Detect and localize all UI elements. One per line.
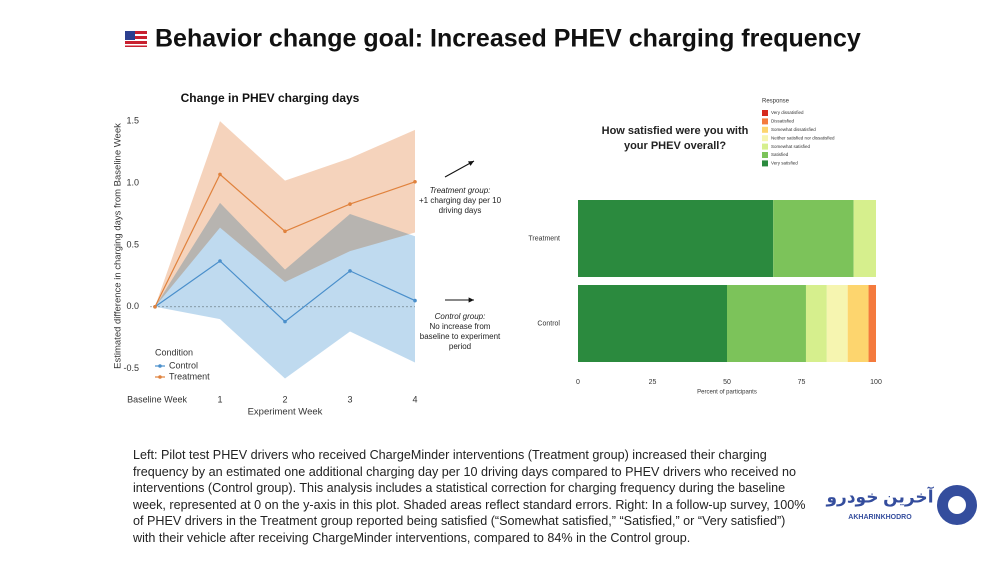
legend-label: Somewhat satisfied	[771, 144, 811, 149]
point	[153, 304, 157, 309]
legend-label: Neither satisfied nor dissatisfied	[771, 135, 835, 140]
x-tick-label: 1	[217, 394, 222, 404]
y-tick-label: 0.0	[126, 301, 139, 311]
legend-swatch	[762, 152, 768, 158]
point	[283, 319, 287, 324]
slide-title: Behavior change goal: Increased PHEV cha…	[155, 25, 861, 53]
watermark-logo	[948, 496, 966, 514]
legend-swatch	[762, 126, 768, 133]
note-heading: Control group:	[434, 312, 486, 321]
x-tick-label: 3	[347, 394, 352, 404]
legend-swatch	[762, 118, 768, 125]
y-tick-label: -0.5	[123, 363, 139, 373]
flag-icon	[125, 31, 147, 47]
error-band	[155, 121, 415, 307]
treatment-note: Treatment group: +1 charging day per 10 d…	[415, 186, 505, 216]
x-tick-label: 25	[649, 379, 657, 386]
y-tick-label: 0.5	[126, 239, 139, 249]
bar-segment	[773, 200, 854, 277]
point	[348, 269, 352, 273]
category-label: Control	[537, 320, 560, 327]
legend-swatch	[158, 375, 162, 379]
x-tick-label: 0	[576, 379, 580, 386]
control-note: Control group: No increase from baseline …	[415, 312, 505, 352]
x-tick-label: 2	[282, 394, 287, 404]
note-text: No increase from baseline to experiment …	[419, 322, 501, 351]
x-tick-label: Baseline Week	[127, 394, 187, 404]
legend-title: Response	[762, 99, 790, 105]
legend-swatch	[762, 143, 768, 150]
legend-swatch	[158, 364, 162, 368]
note-heading: Treatment group:	[429, 186, 491, 195]
caption-line: of PHEV drivers in the Treatment group r…	[133, 514, 786, 528]
y-axis-label: Estimated difference in charging days fr…	[113, 123, 124, 369]
watermark: آخرین خودرو AKHARINKHODRO	[825, 485, 977, 525]
arrow	[444, 160, 475, 178]
caption-line: with their vehicle after receiving Charg…	[133, 530, 691, 545]
bar-segment	[826, 285, 848, 362]
point	[218, 172, 222, 177]
point	[218, 259, 222, 263]
point	[283, 229, 287, 234]
arrow-head	[468, 161, 474, 166]
legend-swatch	[762, 135, 768, 142]
caption-line: Left: Pilot test PHEV drivers who receiv…	[133, 448, 767, 462]
y-tick-label: 1.0	[126, 177, 139, 187]
legend-label: Control	[169, 360, 198, 370]
legend-swatch	[762, 160, 768, 167]
x-tick-label: 100	[870, 379, 882, 386]
legend-label: Very dissatisfied	[771, 110, 804, 115]
x-tick-label: 4	[412, 394, 417, 404]
bar-segment	[868, 285, 876, 362]
x-axis-label: Experiment Week	[248, 407, 323, 418]
bar-segment	[578, 200, 774, 277]
note-text: +1 charging day per 10 driving days	[418, 196, 502, 215]
legend-label: Dissatisfied	[771, 119, 795, 124]
arrow-head	[468, 297, 474, 303]
bar-segment	[805, 285, 827, 362]
category-label: Treatment	[528, 235, 560, 242]
legend-label: Treatment	[169, 371, 210, 381]
legend-label: Somewhat dissatisfied	[771, 127, 816, 132]
watermark-brand: AKHARINKHODRO	[848, 514, 912, 521]
point	[413, 180, 417, 184]
legend-swatch	[762, 110, 768, 116]
caption-line: interventions (Control group). This anal…	[133, 481, 786, 495]
bar-chart-title: How satisfied were you with your PHEV ov…	[601, 125, 749, 152]
chart-title: Change in PHEV charging days	[181, 91, 360, 105]
point	[348, 202, 352, 206]
x-tick-label: 75	[798, 379, 806, 386]
caption: Left: Pilot test PHEV drivers who receiv…	[133, 447, 806, 546]
bar-segment	[847, 285, 869, 362]
watermark-text: آخرین خودرو	[825, 485, 934, 507]
legend-label: Satisfied	[771, 152, 789, 157]
bar-segment	[727, 285, 806, 362]
caption-line: week, represented at 0 on the y-axis in …	[133, 497, 806, 512]
x-axis-label: Percent of participants	[697, 390, 757, 396]
legend-title: Condition	[155, 347, 193, 357]
caption-line: frequency by an estimated one additional…	[133, 464, 796, 479]
x-tick-label: 50	[723, 379, 731, 386]
bar-segment	[853, 200, 876, 277]
point	[413, 298, 417, 303]
y-tick-label: 1.5	[126, 116, 139, 126]
bar-segment	[578, 285, 727, 362]
legend-label: Very satisfied	[771, 161, 798, 166]
